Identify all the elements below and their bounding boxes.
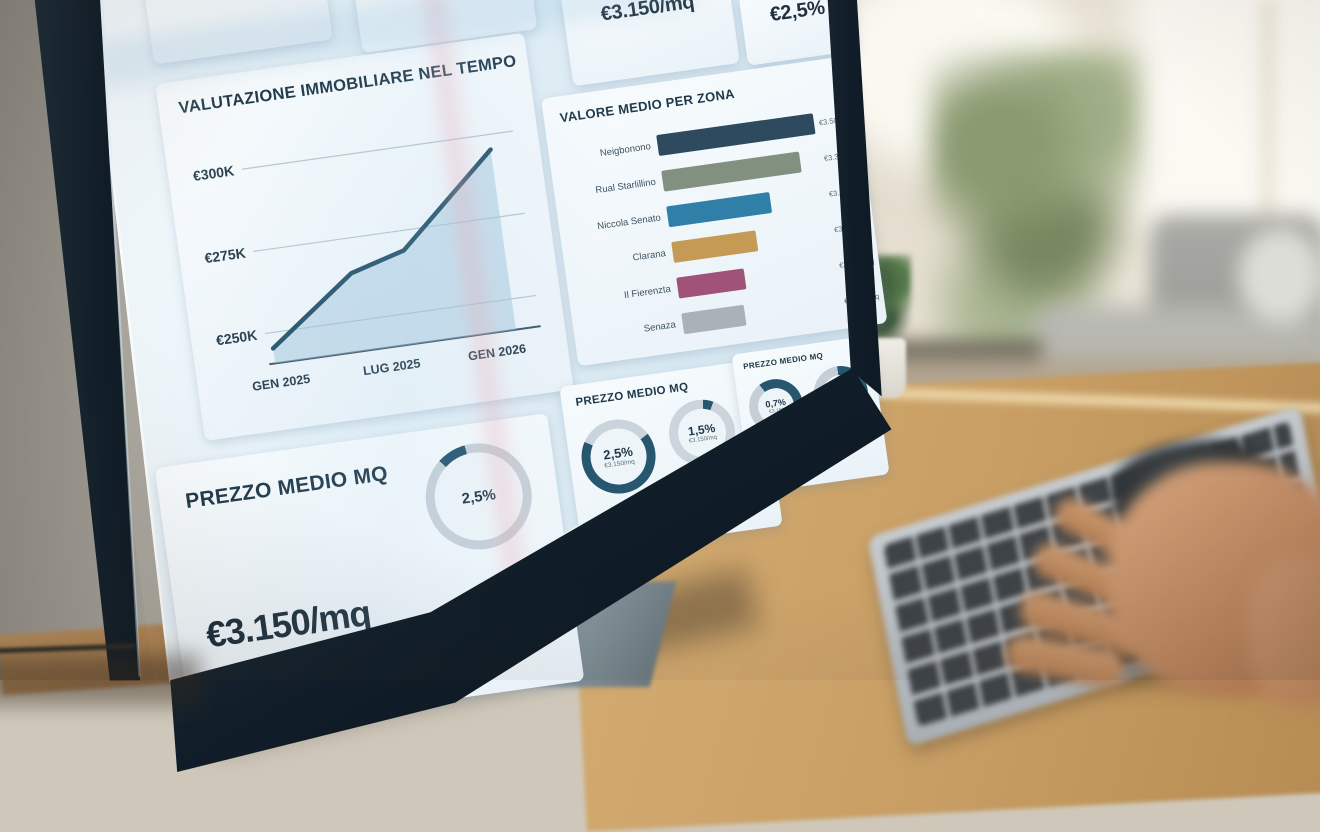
panel-title: PREZZO MEDIO MQ — [742, 351, 824, 372]
bar-label: Clarana — [631, 247, 667, 264]
sofa-cushion — [1238, 228, 1320, 323]
bar-value: €2.800/mq — [843, 291, 880, 306]
bar-value: €3.500/mq — [818, 113, 855, 127]
average-price-panel: PREZZO MEDIO MQ 2,5% €3.150/mq — [154, 413, 585, 736]
bar-value: €2.950/mq — [838, 255, 875, 270]
bar-label: Senaza — [643, 318, 677, 335]
donut-chart: 0,7% €3.150 — [745, 375, 807, 437]
bar-value: €3.300/mq — [823, 148, 860, 163]
valuation-over-time-panel: VALUTAZIONE IMMOBILIARE NEL TEMPO €300K … — [155, 32, 574, 441]
bar-label: Niccola Senato — [596, 211, 662, 232]
donut-percent: 2,5% — [460, 485, 497, 508]
x-axis-tick: GEN 2026 — [467, 341, 527, 364]
bar-label: Il Fierenzta — [623, 283, 672, 301]
left-hand — [1248, 556, 1320, 706]
donut-sublabel: €3.150 — [768, 407, 785, 416]
donut-chart: 2,5% — [418, 436, 539, 557]
kpi-value: €2,5% — [768, 0, 827, 27]
bar-chart: Neigbonono €3.500/mq Rual Starlillino €3… — [557, 100, 880, 355]
donut-chart: 2,5% €3.150/mq — [576, 414, 661, 499]
donut-chart: 1,5% €3.150/mq — [664, 395, 740, 470]
window — [1130, 0, 1320, 230]
value-by-zone-panel: VALORE MEDIO PER ZONA Neigbonono €3.500/… — [541, 55, 888, 367]
bar-value: €3.050/mq — [833, 219, 870, 234]
desk-shadow — [0, 655, 200, 705]
mini-trend-panel: PREZZO MEDIO MQ 0,7% €3.150 0,1% €3.150 — [731, 335, 890, 494]
bar-label: Rual Starlillino — [594, 176, 657, 196]
bar-label: Neigbonono — [599, 140, 652, 159]
kpi-value: €3.150/mq — [599, 0, 696, 26]
average-price-value: €3.150/mq — [203, 591, 373, 656]
bar — [681, 304, 747, 334]
window-frame — [1258, 0, 1278, 250]
bar-value: €3.150/mq — [828, 184, 865, 199]
line-chart: €300K €275K €250K GEN 2025 LUG 2025 GEN … — [180, 85, 549, 394]
photo-desk-scene: { "screen": { "top_cards": [ {"value": "… — [0, 0, 1320, 680]
donut-sublabel: €3.150 — [833, 393, 850, 402]
panel-title: PREZZO MEDIO MQ — [184, 461, 390, 514]
x-axis-tick: LUG 2025 — [362, 356, 422, 379]
bar — [671, 229, 759, 263]
line-chart-line — [270, 147, 493, 351]
donut-chart: 0,1% €3.150 — [810, 362, 872, 424]
donut-group: 0,7% €3.150 0,1% €3.150 — [745, 362, 872, 437]
monitor: €3.150/mq €3.150/mq €2,5% VALUTAZIONE IM… — [25, 0, 996, 811]
donut-group: 2,5% €3.150/mq 1,5% €3.150/mq — [576, 395, 742, 499]
line-chart-svg — [241, 130, 541, 366]
bar — [676, 267, 747, 299]
x-axis-tick: GEN 2025 — [251, 371, 312, 394]
